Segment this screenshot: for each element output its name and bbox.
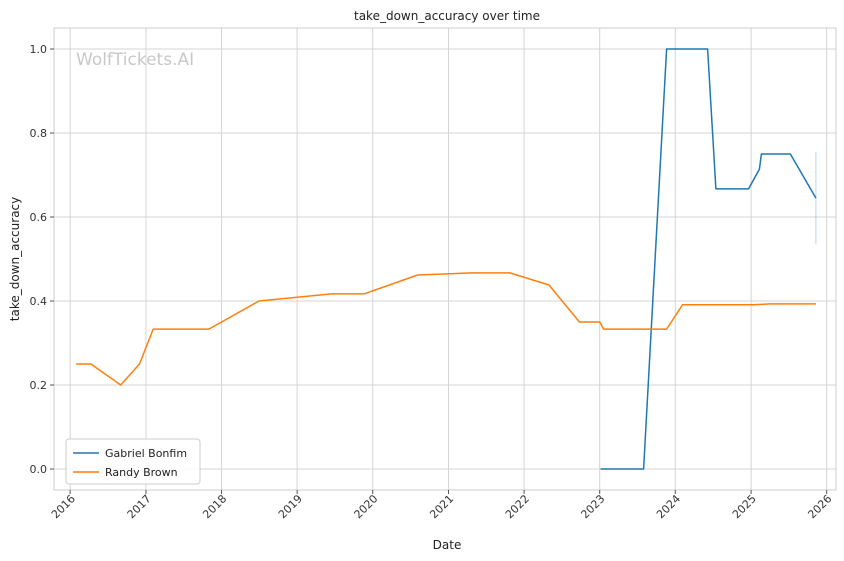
y-tick-label: 0.2 xyxy=(30,379,48,392)
watermark: WolfTickets.AI xyxy=(76,50,194,70)
legend-label-gabriel-bonfim: Gabriel Bonfim xyxy=(105,447,187,460)
legend: Gabriel Bonfim Randy Brown xyxy=(66,439,200,484)
chart-title: take_down_accuracy over time xyxy=(354,9,540,23)
y-tick-label: 0.4 xyxy=(30,295,48,308)
y-axis-label: take_down_accuracy xyxy=(8,197,22,321)
y-tick-label: 1.0 xyxy=(30,43,48,56)
y-tick-label: 0.0 xyxy=(30,463,48,476)
x-axis-label: Date xyxy=(433,538,462,552)
y-tick-label: 0.6 xyxy=(30,211,48,224)
legend-label-randy-brown: Randy Brown xyxy=(105,466,178,479)
y-tick-label: 0.8 xyxy=(30,127,48,140)
